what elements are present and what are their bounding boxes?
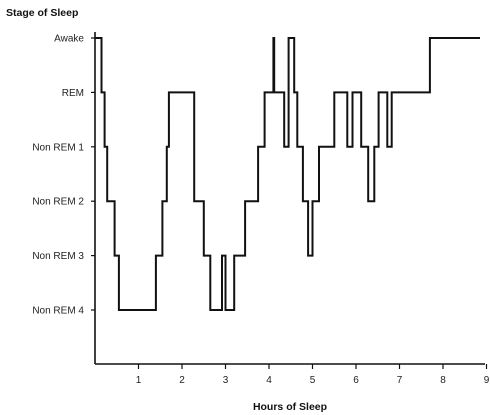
x-tick-label: 8: [440, 375, 446, 386]
x-tick-label: 1: [136, 375, 142, 386]
x-tick-label: 7: [397, 375, 403, 386]
y-axis-title: Stage of Sleep: [6, 7, 78, 19]
x-tick-label: 6: [353, 375, 359, 386]
sleep-stage-series-line: [95, 37, 480, 311]
x-tick-label: 4: [266, 375, 272, 386]
y-tick-label: Non REM 2: [32, 197, 84, 208]
y-tick-label: Non REM 1: [32, 142, 84, 153]
x-tick-label: 3: [223, 375, 229, 386]
y-tick-label: Non REM 3: [32, 251, 84, 262]
y-tick-label: REM: [62, 88, 84, 99]
x-tick-label: 9: [484, 375, 490, 386]
x-tick-label: 5: [310, 375, 316, 386]
y-tick-label: Non REM 4: [32, 306, 84, 317]
x-ticks: 1 2 3 4 5 6 7 8 9: [136, 364, 490, 386]
x-tick-label: 2: [179, 375, 185, 386]
y-ticks: Non REM 4 Non REM 3 Non REM 2 Non REM 1 REM A…: [32, 34, 95, 317]
x-axis-title: Hours of Sleep: [253, 401, 327, 413]
y-tick-label: Awake: [54, 34, 84, 45]
